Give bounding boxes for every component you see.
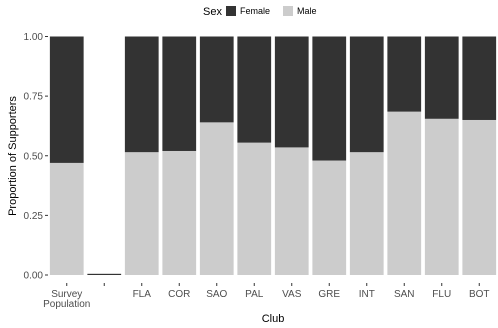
x-tick-label-3: COR bbox=[168, 289, 190, 300]
bar-female-8 bbox=[349, 36, 384, 153]
bar-male-11 bbox=[462, 119, 497, 275]
legend-swatch-female bbox=[226, 6, 236, 16]
bar-male-9 bbox=[387, 111, 422, 275]
bar-female-9 bbox=[387, 36, 422, 112]
y-tick-label-4: 1.00 bbox=[24, 32, 44, 43]
legend-swatch-male bbox=[283, 6, 293, 16]
legend-title: Sex bbox=[203, 6, 222, 18]
x-axis-title: Club bbox=[262, 313, 285, 325]
bar-male-4 bbox=[199, 122, 234, 275]
x-tick-label-7: GRE bbox=[318, 289, 340, 300]
x-tick-label-8: INT bbox=[359, 289, 375, 300]
bar-female-6 bbox=[274, 36, 309, 148]
bar-male-7 bbox=[312, 160, 347, 275]
bar-female-4 bbox=[199, 36, 234, 123]
bar-male-10 bbox=[424, 118, 459, 275]
legend-label-male: Male bbox=[297, 6, 317, 16]
x-axis: Survey Population FLA COR SAO PAL VAS GRE INT SAN… bbox=[43, 283, 490, 310]
bar-female-3 bbox=[162, 36, 197, 151]
x-tick-label-6: VAS bbox=[282, 289, 302, 300]
x-tick-label-4: SAO bbox=[206, 289, 227, 300]
bar-female-0 bbox=[49, 36, 84, 163]
y-axis-title: Proportion of Supporters bbox=[7, 96, 19, 216]
x-tick-label-9: SAN bbox=[394, 289, 415, 300]
x-tick-label-11: BOT bbox=[469, 289, 490, 300]
bar-female-5 bbox=[237, 36, 272, 143]
bar-male-8 bbox=[349, 152, 384, 275]
bar-male-6 bbox=[274, 147, 309, 275]
y-axis: 0.00 0.25 0.50 0.75 1.00 bbox=[24, 32, 48, 282]
bar-male-5 bbox=[237, 142, 272, 275]
bar-female-11 bbox=[462, 36, 497, 120]
y-tick-label-2: 0.50 bbox=[24, 151, 44, 162]
bar-male-3 bbox=[162, 150, 197, 275]
x-tick-label-10: FLU bbox=[432, 289, 451, 300]
x-tick-label-5: PAL bbox=[245, 289, 264, 300]
y-tick-label-1: 0.25 bbox=[24, 211, 44, 222]
bar-female-1 bbox=[87, 273, 122, 275]
bar-male-0 bbox=[49, 162, 84, 275]
x-tick-label-2: FLA bbox=[133, 289, 152, 300]
bar-female-10 bbox=[424, 36, 459, 119]
bar-female-7 bbox=[312, 36, 347, 161]
y-tick-label-3: 0.75 bbox=[24, 92, 44, 103]
legend-label-female: Female bbox=[240, 6, 270, 16]
bar-male-2 bbox=[124, 152, 159, 275]
bar-female-2 bbox=[124, 36, 159, 153]
legend: Sex Female Male bbox=[203, 6, 317, 18]
plot-area bbox=[49, 36, 497, 275]
x-tick-label-0: Survey Population bbox=[43, 289, 90, 310]
y-tick-label-0: 0.00 bbox=[24, 271, 44, 282]
